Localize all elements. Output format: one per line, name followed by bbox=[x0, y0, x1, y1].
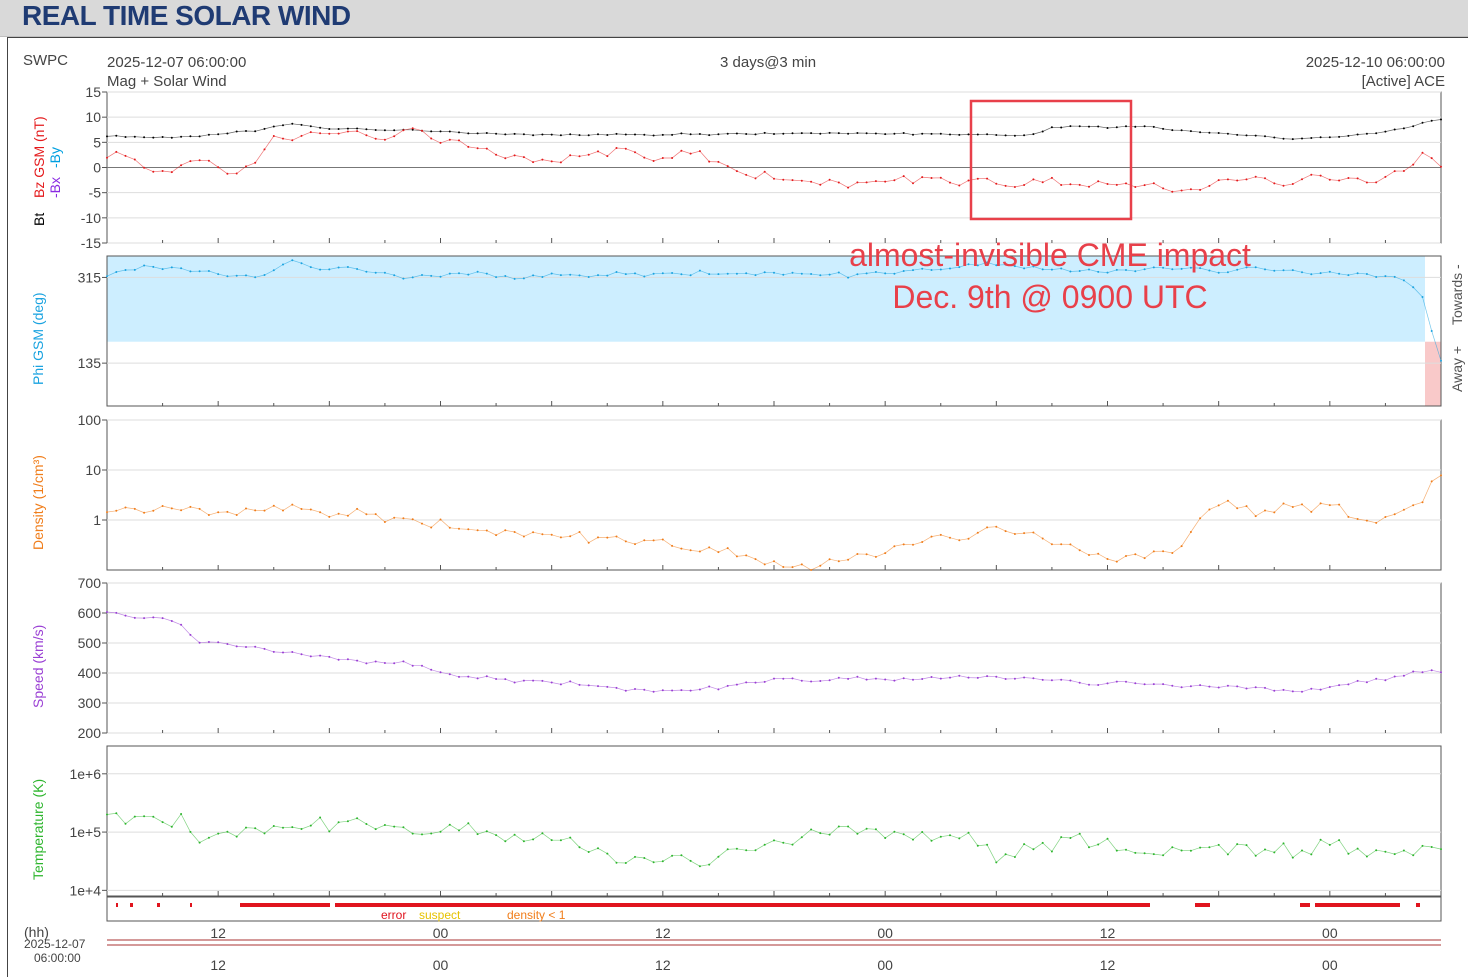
density-ytick-label: 10 bbox=[85, 462, 101, 478]
mag-ylabel-2: -Bx -By bbox=[47, 147, 63, 198]
speed-ytick-label: 600 bbox=[78, 605, 102, 621]
towards-label: Towards - bbox=[1449, 264, 1465, 325]
mag-ytick-label: -5 bbox=[89, 185, 102, 201]
start-clock-label: 06:00:00 bbox=[34, 951, 81, 965]
error-tick bbox=[1195, 903, 1210, 907]
speed-ytick-label: 200 bbox=[78, 725, 102, 741]
span-label: 3 days@3 min bbox=[720, 54, 817, 71]
phi-series bbox=[106, 259, 1442, 362]
page-title: REAL TIME SOLAR WIND bbox=[22, 0, 351, 31]
speed-line bbox=[106, 611, 1442, 693]
speed-ytick-label: 700 bbox=[78, 575, 102, 591]
bx-label: -Bx bbox=[47, 177, 63, 198]
x-tick-label: 12 bbox=[210, 925, 226, 941]
temperature-ytick-label: 1e+6 bbox=[69, 766, 101, 782]
x-tick-label: 12 bbox=[1100, 957, 1116, 973]
mag-ytick-label: -15 bbox=[81, 235, 101, 251]
spacecraft-label: [Active] ACE bbox=[1361, 73, 1445, 90]
speed-series bbox=[106, 611, 1442, 693]
density-series bbox=[106, 474, 1442, 571]
annotation-line-2: Dec. 9th @ 0900 UTC bbox=[892, 279, 1207, 315]
mag-ytick-label: 0 bbox=[93, 160, 101, 176]
phi-ylabel: Phi GSM (deg) bbox=[30, 292, 46, 385]
error-tick bbox=[1416, 903, 1420, 907]
x-tick-label: 12 bbox=[655, 925, 671, 941]
temperature-line bbox=[106, 812, 1442, 867]
end-time-label: 2025-12-10 06:00:00 bbox=[1305, 54, 1445, 71]
phi-away-band bbox=[1425, 341, 1441, 406]
subtitle-label: Mag + Solar Wind bbox=[107, 73, 227, 90]
bz-series bbox=[106, 127, 1442, 193]
panels: 15 10 5 0 -5 -10 -15 315 135 100 10 1 700 600 500 400 30… bbox=[69, 84, 1442, 946]
mag-ytick-label: 15 bbox=[85, 84, 101, 100]
density-ylabel: Density (1/cm³) bbox=[30, 455, 46, 550]
plot-frame: SWPC 2025-12-07 06:00:00 Mag + Solar Win… bbox=[7, 37, 1468, 977]
density-frame bbox=[106, 419, 1442, 571]
x-tick-label: 00 bbox=[1322, 957, 1338, 973]
temperature-frame bbox=[106, 745, 1442, 897]
bt-line bbox=[106, 119, 1442, 140]
x-tick-labels: 12 12 00 00 12 12 00 00 12 12 00 00 bbox=[210, 925, 1337, 973]
x-tick-label: 12 bbox=[655, 957, 671, 973]
speed-ytick-label: 300 bbox=[78, 695, 102, 711]
error-bar-2 bbox=[890, 903, 1150, 907]
error-bar bbox=[335, 903, 1150, 907]
density-line bbox=[106, 475, 1442, 571]
phi-ytick-label: 135 bbox=[78, 355, 102, 371]
legend-error: error bbox=[381, 908, 406, 922]
status-frame bbox=[106, 896, 1442, 922]
x-tick-label: 12 bbox=[1100, 925, 1116, 941]
speed-frame bbox=[106, 582, 1442, 734]
cme-highlight-box bbox=[969, 99, 1133, 221]
density-ytick-label: 1 bbox=[93, 512, 101, 528]
x-tick-label: 00 bbox=[433, 925, 449, 941]
away-label: Away + bbox=[1449, 346, 1465, 392]
temperature-series bbox=[106, 812, 1442, 868]
phi-line bbox=[106, 259, 1442, 361]
bt-label: Bt bbox=[31, 213, 47, 226]
x-tick-label: 12 bbox=[210, 957, 226, 973]
title-bar: REAL TIME SOLAR WIND bbox=[0, 0, 1468, 37]
start-time-label: 2025-12-07 06:00:00 bbox=[107, 54, 247, 71]
start-date-label: 2025-12-07 bbox=[24, 937, 86, 951]
error-tick bbox=[116, 903, 118, 907]
source-label: SWPC bbox=[23, 52, 68, 69]
speed-ylabel: Speed (km/s) bbox=[30, 625, 46, 708]
time-unit-label: (hh) bbox=[24, 924, 49, 940]
temperature-ytick-label: 1e+4 bbox=[69, 882, 101, 898]
x-tick-label: 00 bbox=[877, 957, 893, 973]
temperature-ylabel: Temperature (K) bbox=[30, 779, 46, 880]
legend-suspect: suspect bbox=[419, 908, 461, 922]
legend-density: density < 1 bbox=[507, 908, 566, 922]
x-tick-label: 00 bbox=[1322, 925, 1338, 941]
phi-ytick-label: 315 bbox=[78, 269, 102, 285]
error-tick bbox=[190, 903, 192, 907]
phi-towards-band bbox=[107, 256, 1425, 342]
speed-ytick-label: 400 bbox=[78, 665, 102, 681]
bt-series bbox=[106, 118, 1442, 141]
x-tick-label: 00 bbox=[433, 957, 449, 973]
bz-label: Bz GSM (nT) bbox=[31, 116, 47, 198]
data-marks bbox=[106, 118, 1442, 868]
error-tick bbox=[130, 903, 133, 907]
bz-line bbox=[106, 127, 1442, 193]
error-tick bbox=[1300, 903, 1310, 907]
x-tick-label: 00 bbox=[877, 925, 893, 941]
annotation-line-1: almost-invisible CME impact bbox=[849, 237, 1251, 273]
temperature-ytick-label: 1e+5 bbox=[69, 824, 101, 840]
density-ytick-label: 100 bbox=[78, 412, 102, 428]
error-tick bbox=[157, 903, 160, 907]
error-tick bbox=[240, 903, 330, 907]
error-bar-3 bbox=[1315, 903, 1400, 907]
mag-ytick-label: 10 bbox=[85, 109, 101, 125]
by-label: -By bbox=[47, 147, 63, 168]
speed-ytick-label: 500 bbox=[78, 635, 102, 651]
mag-ylabel: Bt Bz GSM (nT) bbox=[31, 116, 47, 226]
mag-ytick-label: -10 bbox=[81, 210, 101, 226]
mag-ytick-label: 5 bbox=[93, 134, 101, 150]
